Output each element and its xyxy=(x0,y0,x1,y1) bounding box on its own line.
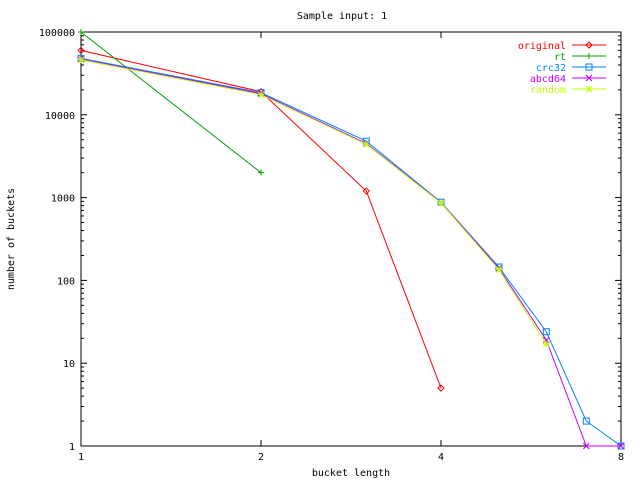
y-tick-label: 1 xyxy=(69,442,75,453)
series-group xyxy=(77,29,625,450)
series-line xyxy=(80,57,622,447)
legend-marker xyxy=(585,74,593,82)
data-point xyxy=(542,340,550,348)
data-point xyxy=(542,328,550,336)
x-axis-label: bucket length xyxy=(312,468,390,479)
series-rt xyxy=(78,29,264,176)
series-line xyxy=(80,31,262,174)
legend-marker xyxy=(586,53,592,59)
data-point xyxy=(495,266,503,273)
y-tick-label: 10000 xyxy=(45,111,75,122)
y-tick-label: 100 xyxy=(57,276,75,287)
legend-label-random: random xyxy=(530,85,566,96)
chart-title: Sample input: 1 xyxy=(297,11,387,22)
x-tick-label: 8 xyxy=(618,452,624,463)
series-abcd64 xyxy=(77,55,625,450)
legend-marker xyxy=(585,41,593,49)
legend-label-abcd64: abcd64 xyxy=(530,74,566,85)
series-line xyxy=(80,49,442,389)
data-point xyxy=(362,187,371,195)
data-point xyxy=(77,56,85,64)
series-line xyxy=(80,58,621,447)
series-crc32 xyxy=(77,54,625,450)
legend-label-rt: rt xyxy=(554,52,566,63)
data-point xyxy=(617,442,625,450)
data-point xyxy=(78,29,84,35)
data-point xyxy=(257,91,265,99)
y-axis-label: number of buckets xyxy=(6,188,17,290)
legend-marker xyxy=(585,85,593,93)
data-point xyxy=(437,199,445,207)
plot-frame xyxy=(80,31,622,447)
x-tick-label: 1 xyxy=(78,452,84,463)
data-point xyxy=(582,417,590,425)
data-point xyxy=(258,169,264,176)
legend-marker xyxy=(585,63,593,71)
data-point xyxy=(77,46,85,55)
legend-label-original: original xyxy=(518,41,566,52)
y-tick-label: 10 xyxy=(63,359,75,370)
data-point xyxy=(437,384,445,392)
series-random xyxy=(77,56,550,348)
series-original xyxy=(77,46,445,392)
y-tick-label: 100000 xyxy=(39,28,75,39)
data-point xyxy=(362,140,370,148)
x-tick-label: 2 xyxy=(258,452,264,463)
legend-label-crc32: crc32 xyxy=(536,63,566,74)
y-tick-label: 1000 xyxy=(51,194,75,205)
x-tick-label: 4 xyxy=(438,452,444,463)
series-line xyxy=(80,59,547,345)
data-point xyxy=(582,442,590,450)
